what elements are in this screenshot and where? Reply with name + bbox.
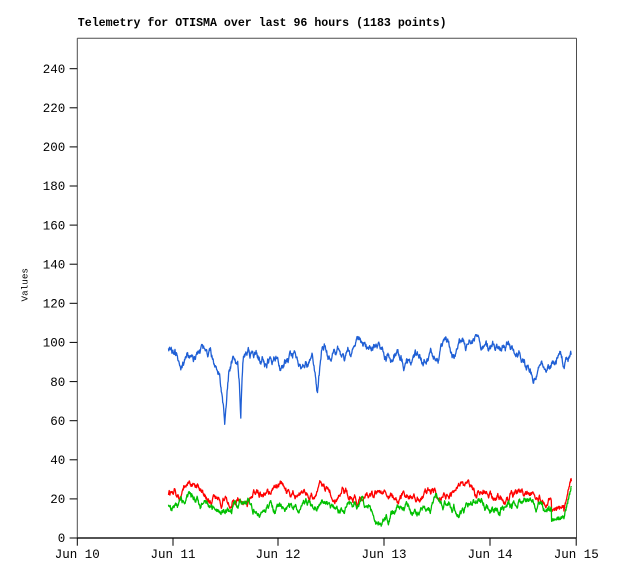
svg-text:40: 40 — [50, 454, 65, 468]
svg-text:240: 240 — [43, 63, 66, 77]
svg-text:180: 180 — [43, 180, 66, 194]
svg-text:0: 0 — [58, 532, 66, 546]
svg-text:120: 120 — [43, 298, 66, 312]
svg-text:80: 80 — [50, 376, 65, 390]
svg-text:200: 200 — [43, 141, 66, 155]
svg-text:Jun 14: Jun 14 — [467, 548, 512, 562]
svg-text:Jun 10: Jun 10 — [55, 548, 100, 562]
svg-text:140: 140 — [43, 258, 66, 272]
svg-text:160: 160 — [43, 219, 66, 233]
svg-text:100: 100 — [43, 337, 66, 351]
svg-text:60: 60 — [50, 415, 65, 429]
svg-text:20: 20 — [50, 493, 65, 507]
svg-text:Jun 12: Jun 12 — [255, 548, 300, 562]
svg-text:Jun 11: Jun 11 — [150, 548, 195, 562]
svg-text:Jun 13: Jun 13 — [361, 548, 406, 562]
svg-text:Jun 15: Jun 15 — [554, 548, 599, 562]
svg-text:220: 220 — [43, 102, 66, 116]
